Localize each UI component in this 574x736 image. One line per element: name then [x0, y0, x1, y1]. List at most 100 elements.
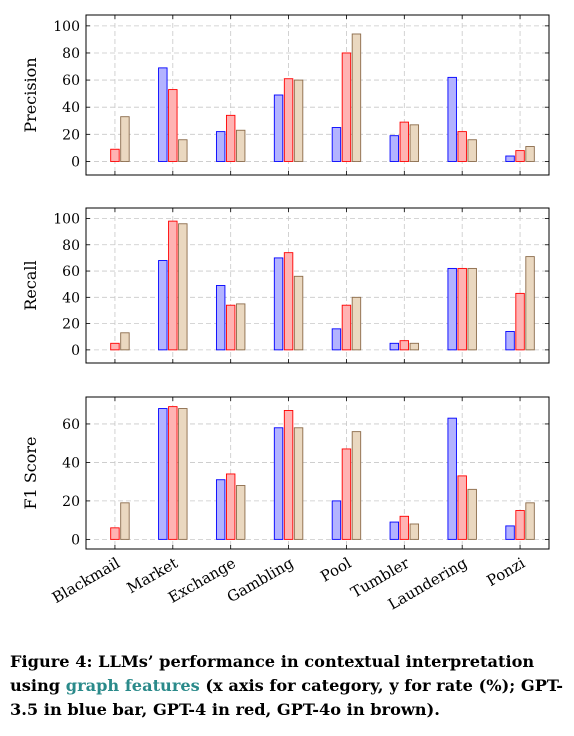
- axis-frame: [85, 207, 550, 364]
- bar-series-2: [341, 304, 352, 351]
- chart-panel-2: 0 20 40 60 80 100 Recall: [21, 207, 550, 364]
- bar-series-3: [351, 431, 362, 540]
- y-tick-label: 40: [62, 100, 80, 116]
- bar-series-1: [331, 127, 342, 162]
- bar-series-2: [168, 89, 178, 162]
- bar-series-1: [331, 328, 342, 351]
- bar-series-3: [409, 342, 420, 351]
- bar-series-3: [525, 256, 535, 351]
- y-tick-label: 20: [62, 317, 80, 333]
- y-tick-label: 100: [53, 212, 80, 228]
- bar-series-2: [515, 150, 525, 162]
- bar-series-3: [351, 33, 362, 162]
- bar-series-2: [283, 252, 294, 351]
- y-tick-label: 20: [62, 127, 80, 143]
- y-axis-label: Recall: [21, 260, 40, 310]
- bar-series-1: [389, 135, 400, 162]
- caption-highlight: graph features: [65, 676, 200, 695]
- bar-series-3: [235, 129, 246, 162]
- x-category-label: Ponzi: [484, 554, 529, 590]
- y-tick-label: 100: [53, 19, 80, 35]
- bar-series-1: [447, 417, 457, 540]
- bar-series-1: [331, 500, 342, 540]
- bar-series-1: [505, 525, 515, 540]
- bar-series-3: [120, 332, 130, 351]
- bar-series-1: [505, 155, 515, 162]
- bar-series-1: [389, 342, 400, 351]
- y-tick-label: 40: [62, 290, 80, 306]
- bar-series-1: [158, 408, 168, 540]
- bar-series-2: [168, 406, 178, 540]
- bar-series-3: [293, 275, 304, 351]
- bar-series-3: [409, 124, 420, 162]
- bar-series-1: [447, 76, 457, 162]
- bar-series-1: [389, 521, 400, 540]
- bar-series-1: [273, 257, 284, 351]
- y-tick-label: 80: [62, 238, 80, 254]
- figure-caption: Figure 4: LLMs’ performance in contextua…: [10, 650, 566, 722]
- bar-series-1: [158, 260, 168, 351]
- bar-series-2: [283, 78, 294, 162]
- bar-series-2: [341, 448, 352, 540]
- bar-series-3: [235, 303, 246, 351]
- x-category-label: Gambling: [224, 554, 297, 607]
- bar-series-2: [168, 220, 178, 351]
- bar-series-3: [178, 223, 188, 351]
- bar-series-3: [467, 488, 477, 540]
- bar-series-2: [225, 114, 236, 162]
- bar-series-3: [178, 408, 188, 540]
- bar-series-3: [525, 146, 535, 162]
- bar-series-2: [399, 121, 410, 162]
- bar-series-3: [525, 502, 535, 540]
- bar-series-1: [215, 285, 226, 351]
- bar-series-2: [225, 473, 236, 540]
- bar-series-3: [293, 427, 304, 540]
- bar-series-2: [225, 304, 236, 351]
- bar-series-2: [341, 52, 352, 162]
- y-axis-label: F1 Score: [21, 436, 40, 509]
- bar-series-2: [515, 510, 525, 540]
- x-category-label: Pool: [317, 554, 354, 586]
- bar-series-2: [457, 267, 467, 351]
- bar-series-3: [120, 502, 130, 540]
- caption-suffix: (x axis for category, y for rate (%); GP…: [10, 676, 563, 719]
- y-tick-label: 60: [62, 417, 80, 433]
- y-tick-label: 0: [71, 532, 80, 548]
- axis-frame: [85, 396, 550, 550]
- bar-series-3: [178, 139, 188, 162]
- bar-series-3: [467, 139, 477, 162]
- bar-series-1: [215, 131, 226, 162]
- caption-prefix: Figure 4: LLMs’ performance in contextua…: [10, 652, 535, 695]
- y-tick-label: 60: [62, 264, 80, 280]
- bar-series-3: [467, 267, 477, 351]
- bar-series-2: [457, 131, 467, 162]
- bar-series-1: [447, 267, 457, 351]
- bar-series-3: [120, 116, 130, 162]
- bar-series-3: [235, 485, 246, 540]
- bar-series-1: [215, 479, 226, 540]
- bar-series-1: [273, 94, 284, 162]
- bar-series-2: [399, 515, 410, 540]
- bar-series-2: [110, 148, 120, 162]
- y-tick-label: 60: [62, 73, 80, 89]
- y-tick-label: 0: [71, 154, 80, 170]
- bar-series-2: [110, 527, 120, 540]
- bar-series-3: [351, 296, 362, 351]
- bar-series-1: [273, 427, 284, 540]
- bar-series-1: [505, 331, 515, 351]
- chart-panel-3: 0 20 40 60 F1 Score: [21, 396, 550, 550]
- x-category-label: Blackmail: [49, 554, 123, 607]
- y-tick-label: 0: [71, 343, 80, 359]
- bar-series-2: [110, 342, 120, 351]
- y-tick-label: 80: [62, 46, 80, 62]
- axis-frame: [85, 14, 550, 176]
- bar-series-2: [283, 410, 294, 540]
- chart-panel-1: 0 20 40 60 80 100 Precision: [21, 14, 550, 176]
- chart-figure: 020406080100Precision020406080100Recall0…: [21, 14, 550, 613]
- bar-series-3: [293, 79, 304, 162]
- bar-series-3: [409, 523, 420, 540]
- y-tick-label: 20: [62, 494, 80, 510]
- bar-series-2: [399, 340, 410, 351]
- bar-series-1: [158, 67, 168, 162]
- bar-series-2: [515, 292, 525, 351]
